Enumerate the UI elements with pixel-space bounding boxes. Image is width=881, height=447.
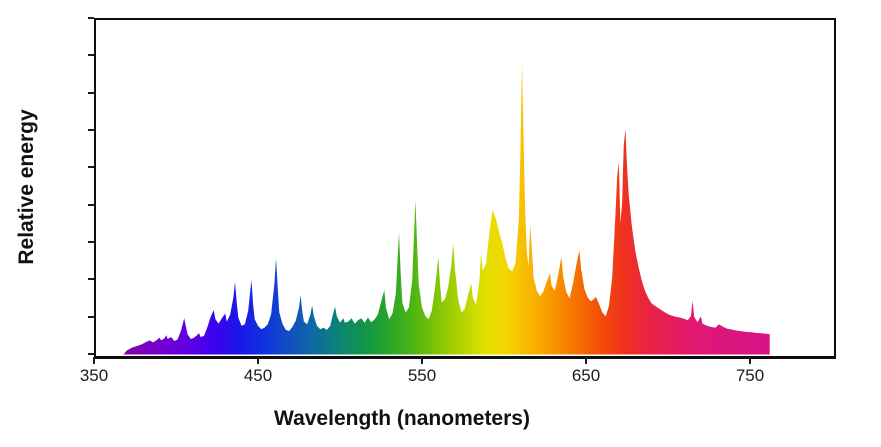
- y-tick-mark: [88, 353, 94, 355]
- x-tick-mark: [257, 357, 259, 364]
- spectrum-area-curve: [123, 62, 770, 355]
- y-tick-mark: [88, 278, 94, 281]
- y-tick-mark: [88, 241, 94, 243]
- y-tick-mark: [88, 315, 94, 318]
- x-tick-label-650: 650: [571, 366, 601, 385]
- y-tick-mark: [88, 166, 94, 169]
- x-tick-label-750: 750: [735, 366, 765, 385]
- x-tick-label-350: 350: [79, 366, 109, 385]
- x-tick-label-450: 450: [243, 366, 273, 385]
- y-tick-mark: [88, 17, 94, 19]
- x-tick-mark: [585, 357, 587, 364]
- y-tick-mark: [88, 129, 94, 131]
- y-tick-mark: [88, 203, 94, 206]
- y-tick-mark: [88, 54, 94, 57]
- x-tick-mark: [749, 357, 751, 364]
- y-tick-mark: [88, 91, 94, 94]
- x-tick-mark: [421, 357, 423, 364]
- x-axis-title: Wavelength (nanometers): [274, 407, 530, 430]
- x-tick-label-550: 550: [407, 366, 437, 385]
- y-axis-title: Relative energy: [15, 109, 38, 265]
- x-tick-mark: [93, 357, 95, 364]
